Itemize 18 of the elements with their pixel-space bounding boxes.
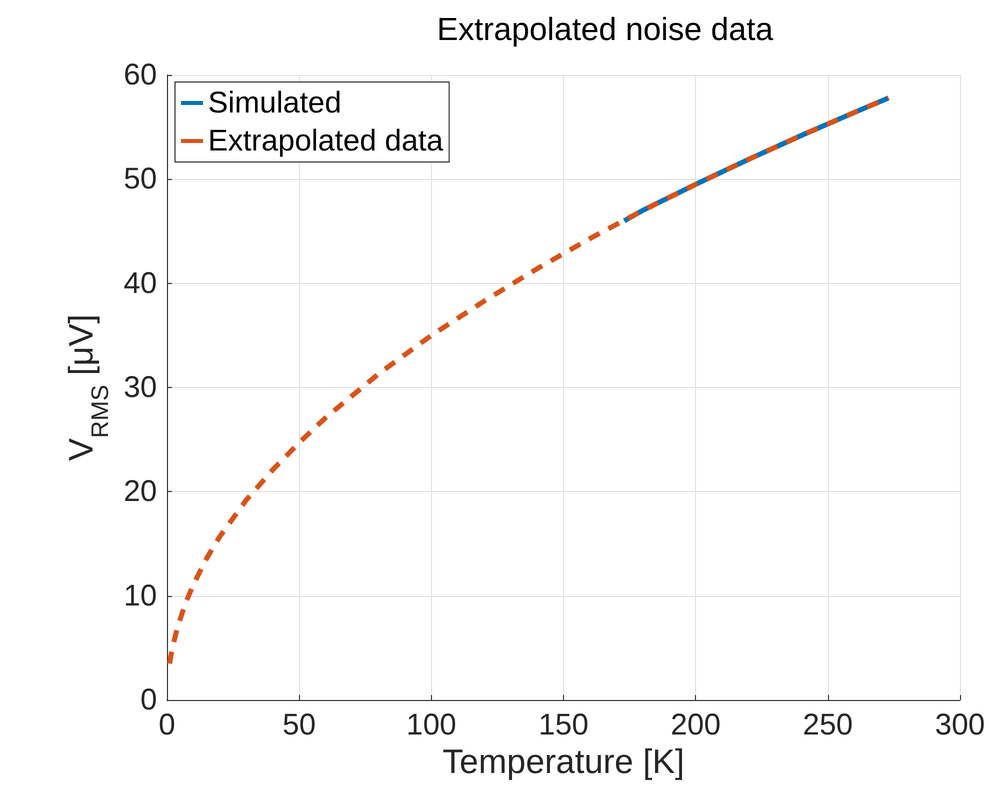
chart-title: Extrapolated noise data [436, 11, 774, 47]
y-axis-title: VRMS [μV] [62, 314, 114, 461]
y-tick-label: 60 [124, 58, 157, 92]
y-tick-label: 10 [124, 579, 157, 612]
legend-label: Extrapolated data [208, 124, 444, 158]
y-tick-label: 20 [124, 475, 157, 508]
x-tick-label: 300 [934, 708, 986, 742]
y-tick-label: 30 [124, 371, 157, 404]
legend-label: Simulated [208, 86, 342, 120]
y-tick-label: 40 [124, 266, 157, 300]
x-tick-label: 100 [406, 708, 456, 742]
y-tick-label: 0 [140, 684, 157, 716]
x-axis-title: Temperature [K] [442, 743, 684, 781]
y-tick-label: 50 [124, 162, 157, 196]
x-tick-label: 150 [538, 708, 589, 742]
x-tick-label: 250 [802, 708, 853, 742]
x-tick-label: 50 [282, 708, 316, 742]
x-tick-label: 200 [670, 708, 721, 742]
